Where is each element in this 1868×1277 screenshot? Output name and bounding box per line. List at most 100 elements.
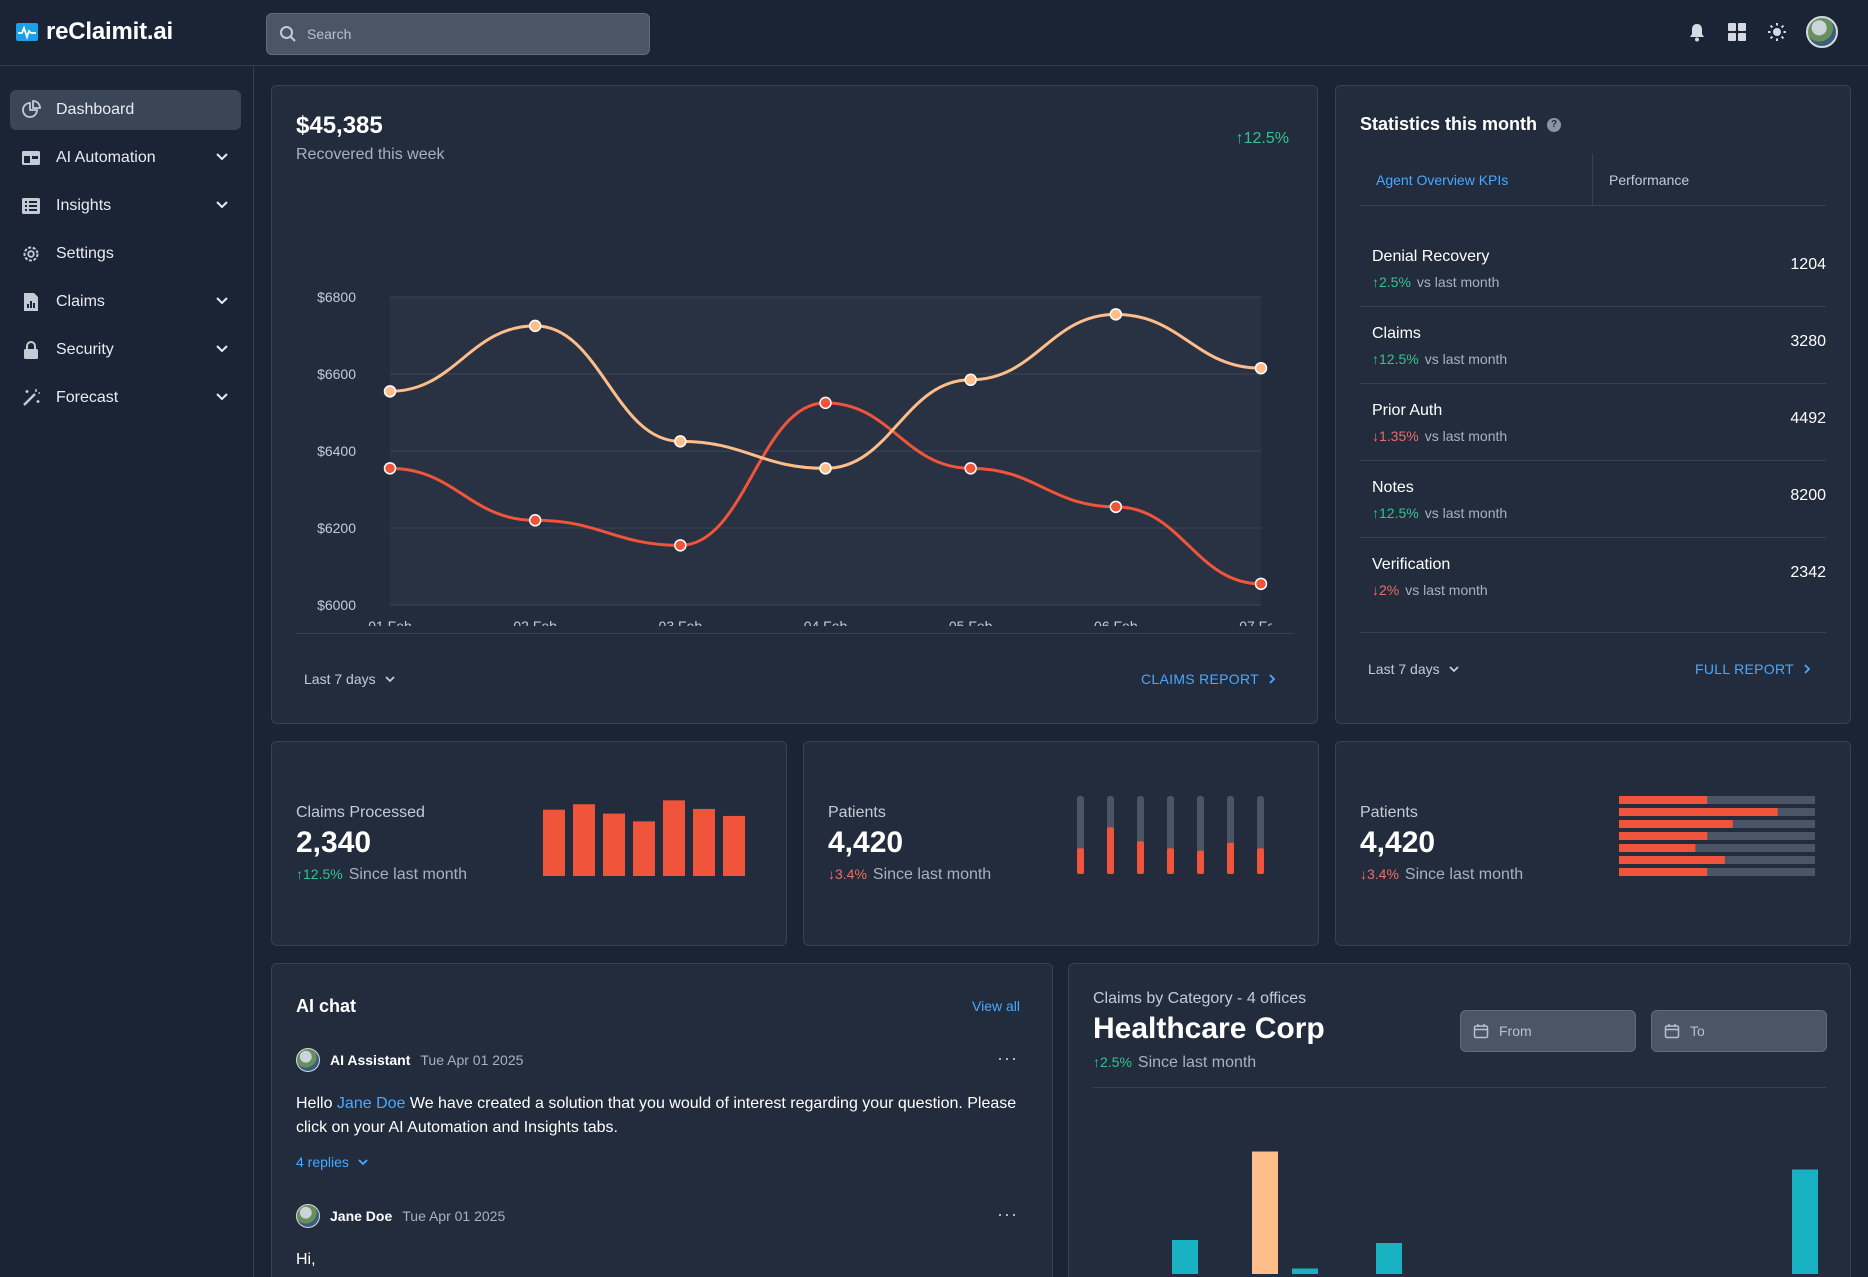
data-point (1109, 500, 1123, 514)
replies-toggle[interactable]: 4 replies (296, 1154, 369, 1170)
x-tick-label: 01 Feb (368, 618, 412, 626)
kpi-value: 4492 (1790, 410, 1826, 427)
sidebar-item-security[interactable]: Security (10, 330, 241, 370)
chevron-right-icon (1269, 674, 1276, 684)
period-select[interactable]: Last 7 days (304, 671, 396, 687)
search-box[interactable] (266, 13, 650, 55)
chevron-down-icon (216, 201, 228, 209)
mini-bar (543, 809, 565, 876)
to-date-input[interactable] (1690, 1023, 1790, 1039)
level-fill (1227, 842, 1234, 874)
kpi-value: 3280 (1790, 333, 1826, 350)
data-point (1109, 308, 1123, 321)
sidebar-item-forecast[interactable]: Forecast (10, 378, 241, 418)
card-delta: ↓3.4% (1360, 866, 1399, 882)
stats-tabs: Agent Overview KPIs Performance (1360, 154, 1826, 206)
chevron-down-icon (384, 676, 395, 683)
kpi-value: 8200 (1790, 487, 1826, 504)
layout-icon (20, 147, 42, 169)
kpi-row: Claims ↑12.5% vs last month 3280 (1360, 307, 1826, 384)
kpi-name: Notes (1372, 479, 1414, 496)
mini-bar (693, 808, 715, 876)
logo[interactable]: reClaimit.ai (16, 18, 173, 46)
chat-title: AI chat (296, 996, 357, 1016)
mini-bar (603, 813, 625, 876)
data-point (383, 462, 397, 475)
more-options-icon[interactable]: ··· (997, 1048, 1018, 1068)
mini-bar (573, 804, 595, 876)
category-note: Since last month (1137, 1054, 1257, 1071)
avatar (296, 1204, 320, 1228)
y-tick-label: $6200 (317, 520, 356, 536)
revenue-amount: $45,385 (296, 112, 383, 139)
claims-by-category-card: Claims by Category - 4 offices Healthcar… (1068, 963, 1851, 1277)
from-date-input[interactable] (1499, 1023, 1599, 1039)
mini-bar-chart (543, 800, 745, 876)
claims-report-link[interactable]: CLAIMS REPORT (1141, 671, 1277, 687)
view-all-link[interactable]: View all (972, 998, 1020, 1014)
sidebar-item-insights[interactable]: Insights (10, 186, 241, 226)
level-fill (1107, 827, 1114, 874)
apps-grid-icon[interactable] (1726, 21, 1748, 43)
kpi-delta: ↓1.35% (1372, 428, 1419, 444)
help-icon[interactable]: ? (1547, 117, 1562, 132)
sidebar-item-label: Claims (56, 293, 105, 310)
x-tick-label: 02 Feb (513, 618, 557, 626)
data-point (528, 319, 542, 333)
full-report-label: FULL REPORT (1695, 661, 1794, 677)
search-input[interactable] (307, 26, 607, 42)
category-title: Healthcare Corp (1093, 1012, 1325, 1045)
category-bar (1792, 1169, 1818, 1274)
patients-card-2: Patients 4,420 ↓3.4% Since last month (1335, 741, 1851, 946)
mention-link[interactable]: Jane Doe (336, 1095, 406, 1112)
revenue-line-chart: $6800 $6600 $6400 $6200 $6000 01 Feb 02 Feb 03 … (317, 289, 1272, 626)
sidebar-item-dashboard[interactable]: Dashboard (10, 90, 241, 130)
full-report-link[interactable]: FULL REPORT (1695, 661, 1812, 677)
to-date-field[interactable] (1651, 1010, 1827, 1052)
y-tick-label: $6400 (317, 443, 356, 459)
sidebar-item-ai-automation[interactable]: AI Automation (10, 138, 241, 178)
tab-performance[interactable]: Performance (1609, 172, 1690, 188)
kpi-row: Prior Auth ↓1.35% vs last month 4492 (1360, 384, 1826, 461)
kpi-name: Claims (1372, 325, 1421, 342)
replies-label: 4 replies (296, 1154, 349, 1170)
level-fill (1257, 848, 1264, 874)
search-icon (280, 26, 296, 42)
more-options-icon[interactable]: ··· (997, 1204, 1018, 1224)
bell-icon[interactable] (1686, 21, 1708, 43)
divider (296, 633, 1293, 634)
sidebar-item-settings[interactable]: Settings (10, 234, 241, 274)
mini-level-chart (1077, 796, 1264, 874)
logo-icon (16, 23, 38, 41)
card-label: Patients (1360, 804, 1418, 821)
magic-wand-icon (20, 387, 42, 409)
sidebar-item-label: AI Automation (56, 149, 156, 166)
revenue-card: $45,385 Recovered this week ↑12.5% $6800… (271, 85, 1318, 724)
hbar-fill (1619, 868, 1708, 876)
kpi-name: Prior Auth (1372, 402, 1443, 419)
user-avatar[interactable] (1806, 16, 1838, 48)
message-text: We have created a solution that you woul… (296, 1095, 1017, 1136)
category-subtitle: Claims by Category - 4 offices (1093, 990, 1307, 1007)
from-date-field[interactable] (1460, 1010, 1636, 1052)
y-tick-label: $6600 (317, 366, 356, 382)
card-label: Claims Processed (296, 804, 425, 821)
chevron-down-icon (358, 1159, 368, 1166)
stats-period-select[interactable]: Last 7 days (1368, 661, 1460, 677)
avatar (296, 1048, 320, 1072)
list-icon (20, 195, 42, 217)
period-select-label: Last 7 days (1368, 661, 1440, 677)
tab-agent-overview-kpis[interactable]: Agent Overview KPIs (1360, 154, 1593, 206)
sun-theme-icon[interactable] (1766, 21, 1788, 43)
chevron-down-icon (216, 345, 228, 353)
revenue-delta: ↑12.5% (1235, 130, 1289, 147)
card-delta-row: ↓3.4% Since last month (1360, 866, 1523, 884)
sidebar-item-claims[interactable]: Claims (10, 282, 241, 322)
message-body: Hi, (296, 1251, 316, 1268)
chevron-down-icon (216, 297, 228, 305)
kpi-delta-row: ↓1.35% vs last month (1372, 428, 1507, 444)
card-note: Since last month (1404, 866, 1524, 883)
chevron-down-icon (216, 153, 228, 161)
x-tick-label: 07 Feb (1239, 618, 1272, 626)
kpi-delta: ↑2.5% (1372, 274, 1411, 290)
